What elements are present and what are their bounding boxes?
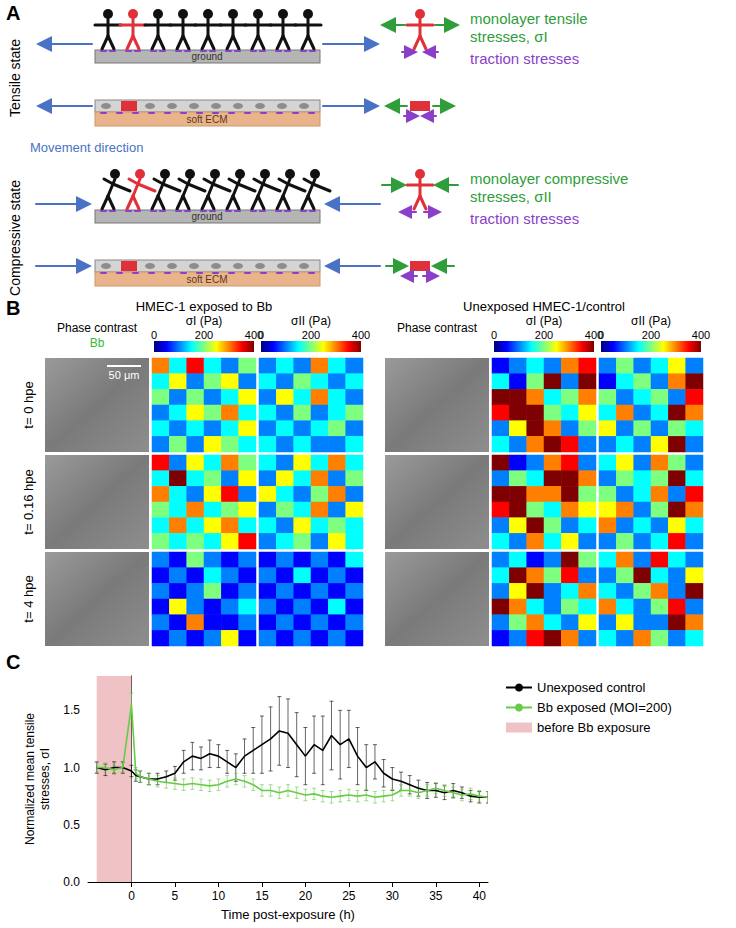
svg-text:t= 0.16 hpe: t= 0.16 hpe — [21, 469, 36, 534]
svg-text:50 μm: 50 μm — [109, 369, 140, 381]
svg-text:20: 20 — [299, 889, 313, 903]
svg-text:0: 0 — [128, 889, 135, 903]
svg-text:HMEC-1 exposed to Bb: HMEC-1 exposed to Bb — [136, 299, 273, 314]
svg-text:1.5: 1.5 — [63, 703, 80, 717]
svg-text:ground: ground — [191, 211, 222, 222]
svg-text:B: B — [6, 297, 20, 319]
svg-text:0.5: 0.5 — [63, 818, 80, 832]
svg-text:σII (Pa): σII (Pa) — [291, 314, 331, 328]
svg-text:0: 0 — [598, 329, 604, 341]
svg-text:5: 5 — [172, 889, 179, 903]
svg-text:0.0: 0.0 — [63, 875, 80, 889]
svg-text:Movement direction: Movement direction — [30, 140, 143, 155]
svg-text:400: 400 — [585, 329, 603, 341]
svg-text:Phase contrast: Phase contrast — [397, 321, 478, 335]
svg-text:0: 0 — [491, 329, 497, 341]
svg-text:Normalized mean tensile: Normalized mean tensile — [23, 713, 37, 845]
svg-text:15: 15 — [255, 889, 269, 903]
svg-text:Unexposed control: Unexposed control — [537, 680, 646, 695]
svg-text:0: 0 — [151, 329, 157, 341]
svg-text:200: 200 — [535, 329, 553, 341]
svg-text:stresses, σI: stresses, σI — [470, 28, 548, 45]
svg-text:Compressive state: Compressive state — [7, 180, 23, 296]
svg-text:ground: ground — [191, 51, 222, 62]
svg-text:A: A — [6, 2, 20, 24]
svg-text:monolayer tensile: monolayer tensile — [470, 10, 588, 27]
svg-text:200: 200 — [195, 329, 213, 341]
svg-text:0: 0 — [258, 329, 264, 341]
svg-text:σI (Pa): σI (Pa) — [186, 314, 223, 328]
svg-text:30: 30 — [386, 889, 400, 903]
svg-text:traction stresses: traction stresses — [470, 210, 579, 227]
svg-text:t= 0 hpe: t= 0 hpe — [21, 381, 36, 428]
svg-text:stresses, σII: stresses, σII — [470, 188, 552, 205]
svg-text:t= 4 hpe: t= 4 hpe — [21, 575, 36, 622]
svg-text:400: 400 — [692, 329, 710, 341]
svg-text:Bb: Bb — [90, 336, 105, 350]
svg-text:200: 200 — [302, 329, 320, 341]
svg-text:Tensile state: Tensile state — [7, 39, 23, 117]
svg-text:Time post-exposure (h): Time post-exposure (h) — [221, 907, 355, 922]
svg-text:35: 35 — [429, 889, 443, 903]
svg-text:σII (Pa): σII (Pa) — [631, 314, 671, 328]
svg-text:400: 400 — [245, 329, 263, 341]
svg-text:soft ECM: soft ECM — [186, 274, 227, 285]
svg-text:10: 10 — [212, 889, 226, 903]
svg-text:C: C — [6, 651, 20, 673]
svg-text:40: 40 — [473, 889, 487, 903]
svg-text:soft ECM: soft ECM — [186, 114, 227, 125]
svg-text:1.0: 1.0 — [63, 761, 80, 775]
svg-text:σI (Pa): σI (Pa) — [526, 314, 563, 328]
svg-text:before Bb exposure: before Bb exposure — [537, 720, 650, 735]
svg-text:monolayer compressive: monolayer compressive — [470, 170, 628, 187]
svg-text:traction stresses: traction stresses — [470, 50, 579, 67]
svg-text:Phase contrast: Phase contrast — [57, 321, 138, 335]
svg-text:25: 25 — [342, 889, 356, 903]
svg-text:Unexposed HMEC-1/control: Unexposed HMEC-1/control — [463, 299, 625, 314]
svg-text:400: 400 — [352, 329, 370, 341]
svg-text:Bb exposed (MOI=200): Bb exposed (MOI=200) — [537, 700, 672, 715]
svg-text:200: 200 — [642, 329, 660, 341]
svg-text:stresses, σI: stresses, σI — [38, 748, 52, 810]
